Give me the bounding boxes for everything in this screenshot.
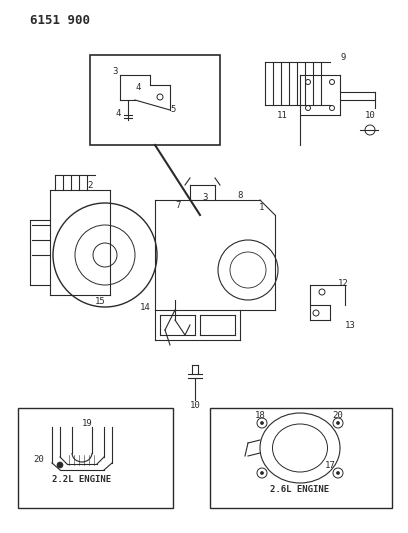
Text: 18: 18	[255, 411, 265, 421]
Text: 10: 10	[190, 401, 200, 410]
Text: 15: 15	[95, 297, 105, 306]
Circle shape	[260, 472, 264, 474]
Text: 9: 9	[340, 52, 346, 61]
Text: 2: 2	[87, 182, 93, 190]
Text: 3: 3	[112, 67, 118, 76]
Text: 5: 5	[170, 106, 175, 115]
Text: 19: 19	[82, 418, 92, 427]
Text: 8: 8	[237, 191, 243, 200]
Circle shape	[57, 462, 63, 468]
Bar	[210, 408, 392, 508]
Bar	[90, 55, 220, 145]
Text: 20: 20	[33, 456, 44, 464]
Text: 2.2L ENGINE: 2.2L ENGINE	[53, 475, 111, 484]
Text: 13: 13	[345, 320, 356, 329]
Text: 2.6L ENGINE: 2.6L ENGINE	[271, 486, 330, 495]
Text: 17: 17	[325, 462, 335, 471]
Circle shape	[337, 422, 339, 424]
Text: 12: 12	[338, 279, 349, 287]
Text: 10: 10	[365, 110, 375, 119]
Text: 6151 900: 6151 900	[30, 14, 90, 27]
Text: 20: 20	[333, 411, 344, 421]
Text: 1: 1	[259, 203, 265, 212]
Text: 3: 3	[202, 193, 208, 203]
Text: 14: 14	[140, 303, 151, 312]
Text: 4: 4	[135, 83, 140, 92]
Bar	[18, 408, 173, 508]
Circle shape	[337, 472, 339, 474]
Circle shape	[260, 422, 264, 424]
Text: 7: 7	[175, 201, 181, 211]
Text: 4: 4	[115, 109, 120, 117]
Text: 11: 11	[277, 110, 287, 119]
